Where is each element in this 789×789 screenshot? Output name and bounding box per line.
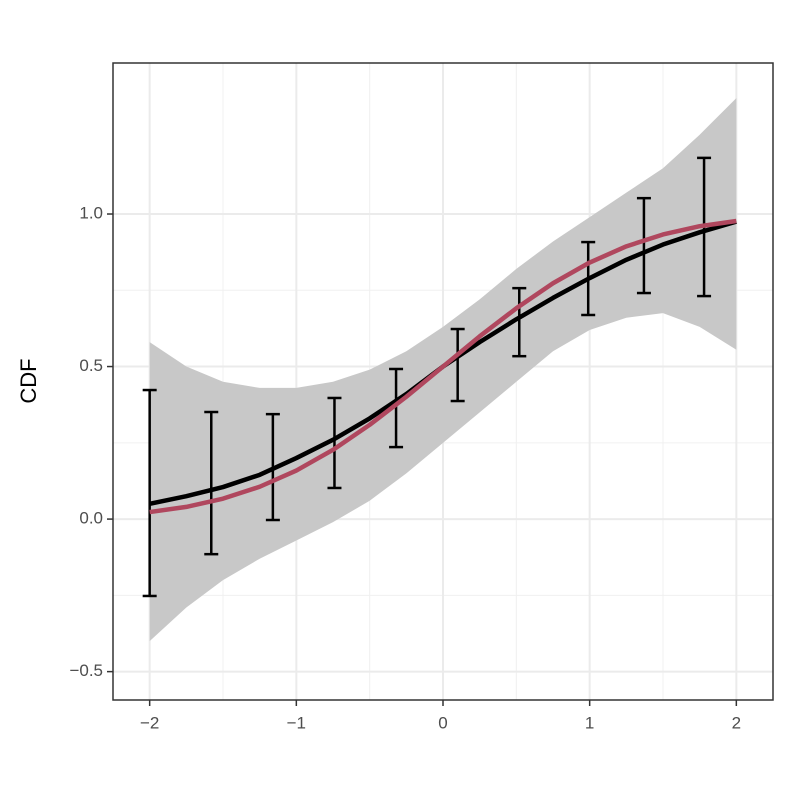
y-tick-label: 0.0 (79, 509, 103, 528)
x-tick-label: −2 (140, 713, 159, 732)
y-tick-label: 1.0 (79, 203, 103, 222)
x-tick-label: −1 (287, 713, 306, 732)
y-tick-label: 0.5 (79, 356, 103, 375)
x-tick-label: 0 (438, 713, 447, 732)
x-tick-label: 2 (732, 713, 741, 732)
line (149, 218, 737, 515)
y-axis-label: CDF (16, 358, 41, 403)
confidence-band (149, 98, 737, 642)
x-tick-label: 1 (585, 713, 594, 732)
y-tick-label: −0.5 (69, 661, 103, 680)
